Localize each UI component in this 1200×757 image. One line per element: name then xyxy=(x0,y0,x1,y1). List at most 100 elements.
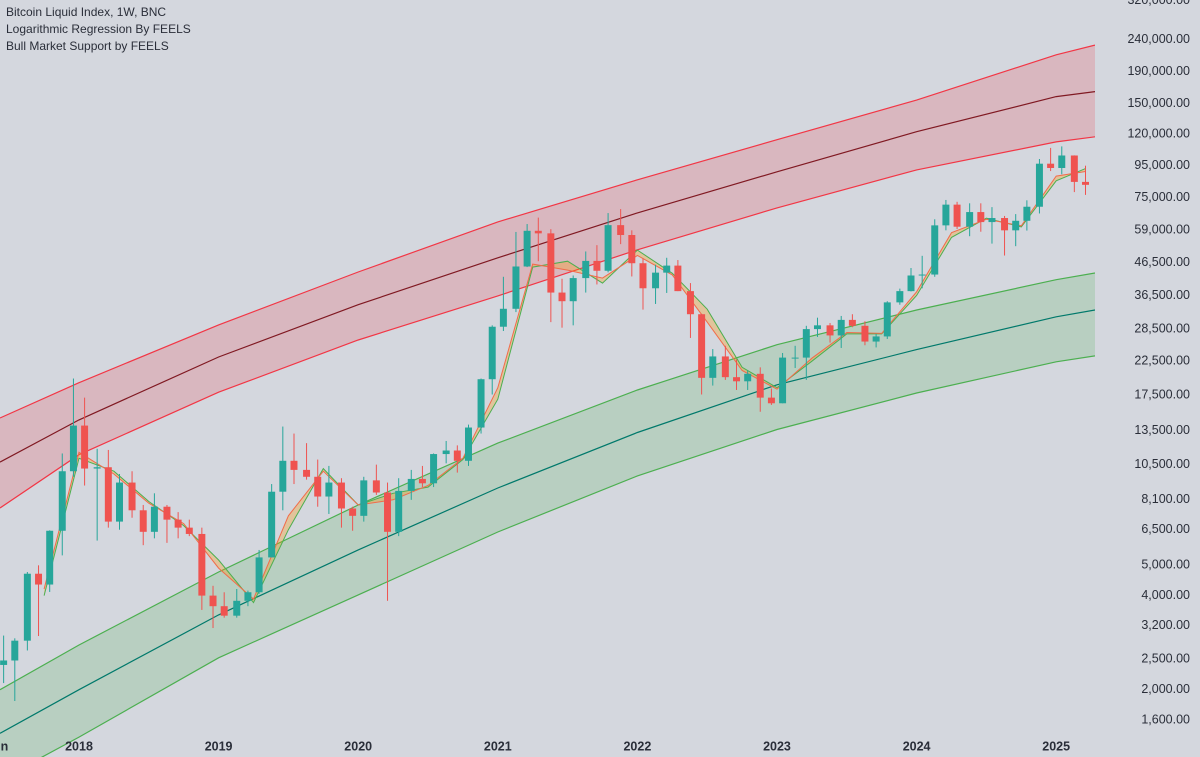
candle-body xyxy=(569,278,577,302)
candle-body xyxy=(314,476,322,497)
candle-body xyxy=(918,274,926,276)
y-tick-label: 240,000.00 xyxy=(1127,32,1190,46)
candle-body xyxy=(1012,220,1020,231)
candle-body xyxy=(872,336,880,342)
x-tick-label: Jun xyxy=(0,739,8,753)
candle-body xyxy=(1070,155,1078,182)
candle-body xyxy=(395,490,403,532)
regression-band-fill xyxy=(0,273,1095,757)
candle-body xyxy=(721,356,729,378)
candle-body xyxy=(883,302,891,337)
candle-body xyxy=(837,319,845,336)
candle-body xyxy=(547,233,555,293)
regression-upper-line xyxy=(0,272,1095,691)
candle-body xyxy=(337,482,345,509)
candle-body xyxy=(279,460,287,492)
candle-body xyxy=(756,373,764,398)
header: Bitcoin Liquid Index, 1W, BNC Logarithmi… xyxy=(6,5,191,53)
y-tick-label: 13,500.00 xyxy=(1134,423,1190,437)
candle-body xyxy=(674,265,682,292)
y-tick-label: 59,000.00 xyxy=(1134,223,1190,237)
candle-body xyxy=(488,326,496,380)
regression-lower-line xyxy=(40,355,1095,757)
candle-body xyxy=(372,480,380,493)
candle-body xyxy=(802,329,810,358)
y-tick-label: 120,000.00 xyxy=(1127,126,1190,140)
y-tick-label: 10,500.00 xyxy=(1134,457,1190,471)
candle-body xyxy=(81,425,89,469)
x-tick-label: 2025 xyxy=(1042,739,1070,753)
y-tick-label: 75,000.00 xyxy=(1134,190,1190,204)
candle-body xyxy=(779,357,787,404)
candle-body xyxy=(931,225,939,275)
candle-body xyxy=(303,469,311,477)
candle-body xyxy=(35,573,43,585)
x-tick-label: 2021 xyxy=(484,739,512,753)
candle-body xyxy=(953,204,961,227)
y-tick-label: 1,600.00 xyxy=(1141,712,1190,726)
y-tick-label: 190,000.00 xyxy=(1127,64,1190,78)
candle-body xyxy=(686,291,694,315)
y-tick-label: 320,000.00 xyxy=(1127,0,1190,7)
candle-body xyxy=(1047,163,1055,168)
candle-body xyxy=(93,467,101,469)
candle-body xyxy=(442,450,450,455)
candle-body xyxy=(1001,218,1009,231)
candle-body xyxy=(58,471,66,531)
candle-body xyxy=(698,314,706,378)
x-tick-label: 2019 xyxy=(205,739,233,753)
candle-body xyxy=(174,519,182,528)
y-tick-label: 2,500.00 xyxy=(1141,652,1190,666)
candle-body xyxy=(604,225,612,271)
bull-support-line xyxy=(43,171,1086,600)
candle-body xyxy=(639,263,647,289)
candle-body xyxy=(988,218,996,223)
candle-body xyxy=(209,595,217,607)
candle-body xyxy=(1023,206,1031,221)
y-tick-label: 3,200.00 xyxy=(1141,618,1190,632)
y-tick-label: 36,500.00 xyxy=(1134,288,1190,302)
y-tick-label: 17,500.00 xyxy=(1134,388,1190,402)
candle-body xyxy=(534,230,542,234)
candle-body xyxy=(104,467,112,522)
candle-body xyxy=(453,450,461,461)
x-tick-label: 2024 xyxy=(903,739,931,753)
x-tick-label: 2022 xyxy=(623,739,651,753)
candle-body xyxy=(0,660,8,665)
candle-body xyxy=(593,260,601,271)
regression-upper-line xyxy=(0,44,1095,419)
y-tick-label: 2,000.00 xyxy=(1141,682,1190,696)
candle-body xyxy=(360,480,368,516)
candle-body xyxy=(848,319,856,326)
y-tick-label: 95,000.00 xyxy=(1134,158,1190,172)
candle-body xyxy=(499,308,507,327)
candle-body xyxy=(69,425,77,472)
candle-body xyxy=(349,508,357,516)
candle-body xyxy=(255,557,263,593)
candle-body xyxy=(384,492,392,532)
candle-body xyxy=(185,527,193,534)
candle-body xyxy=(430,454,438,484)
candle-body xyxy=(477,379,485,428)
candle-body xyxy=(163,506,171,520)
y-tick-label: 150,000.00 xyxy=(1127,96,1190,110)
x-tick-label: 2020 xyxy=(344,739,372,753)
candle-body xyxy=(139,510,147,532)
plot-area xyxy=(0,44,1095,757)
candle-body xyxy=(663,265,671,273)
regression-lower-line xyxy=(0,136,1095,509)
candle-body xyxy=(861,325,869,342)
y-tick-label: 5,000.00 xyxy=(1141,558,1190,572)
candle-body xyxy=(128,482,136,511)
candle-body xyxy=(116,482,123,522)
candle-body xyxy=(733,377,741,382)
candle-body xyxy=(652,272,660,289)
y-tick-label: 28,500.00 xyxy=(1134,321,1190,335)
candle-body xyxy=(46,530,54,585)
indicator-label: Bull Market Support by FEELS xyxy=(6,39,169,53)
candle-body xyxy=(791,357,799,359)
